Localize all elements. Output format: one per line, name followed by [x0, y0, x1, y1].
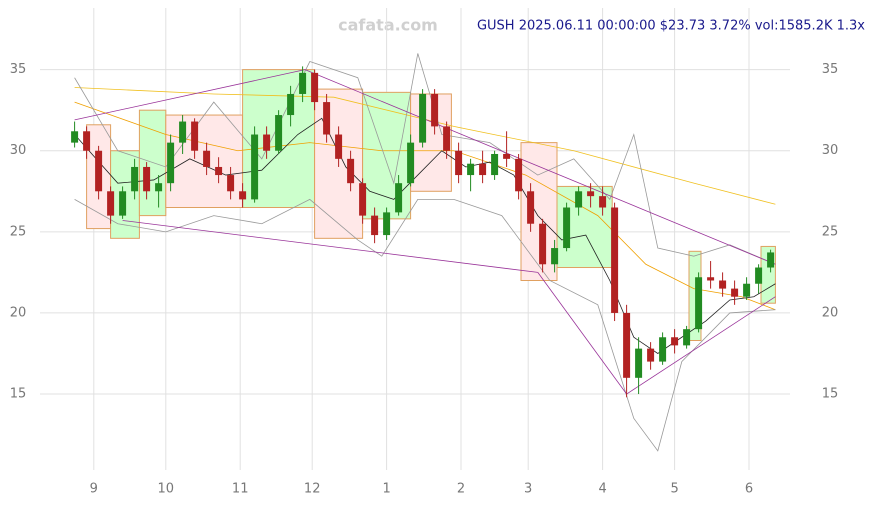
y-tick-label: 35: [10, 62, 27, 77]
indicator-line: [74, 87, 776, 205]
y-tick-label: 35: [822, 62, 839, 77]
x-tick-label: 10: [158, 482, 175, 497]
x-tick-label: 12: [304, 482, 321, 497]
x-tick-label: 5: [670, 482, 678, 497]
x-tick-label: 4: [598, 482, 606, 497]
candle-body: [455, 150, 463, 176]
candle-body: [611, 207, 619, 313]
candle-body: [419, 93, 427, 143]
candle-body: [107, 191, 115, 216]
candle-body: [563, 207, 571, 249]
y-tick-label: 25: [822, 224, 839, 239]
candle-body: [503, 153, 511, 159]
candle-body: [599, 196, 607, 208]
indicator-line: [74, 53, 776, 265]
candle-body: [587, 191, 595, 197]
watermark: cafata.com: [338, 16, 438, 35]
candle-body: [335, 134, 343, 159]
candle-body: [311, 72, 319, 103]
candle-body: [527, 191, 535, 224]
candle-body: [323, 102, 331, 135]
candle-body: [167, 142, 175, 184]
x-tick-label: 9: [90, 482, 98, 497]
candle-body: [95, 150, 103, 192]
candle-body: [203, 150, 211, 167]
candle-body: [407, 142, 415, 184]
y-tick-label: 30: [10, 143, 27, 158]
candle-body: [395, 183, 403, 213]
trend-line: [122, 220, 538, 273]
candle-body: [251, 134, 259, 200]
y-tick-label: 25: [10, 224, 27, 239]
candle-body: [731, 288, 739, 297]
candle-body: [695, 277, 703, 330]
candle-body: [215, 166, 223, 176]
candle-body: [623, 312, 631, 378]
trend-line: [304, 69, 776, 265]
candle-body: [275, 115, 283, 151]
indicator-line: [74, 198, 776, 452]
y-tick-label: 20: [10, 305, 27, 320]
candle-body: [263, 134, 271, 151]
candle-body: [719, 280, 727, 289]
candle-body: [359, 183, 367, 216]
candle-body: [767, 252, 775, 268]
candle-body: [479, 163, 487, 176]
candle-body: [551, 248, 559, 265]
trend-line: [626, 296, 776, 395]
candle-body: [239, 191, 247, 200]
x-tick-label: 6: [745, 482, 753, 497]
x-tick-label: 2: [457, 482, 465, 497]
candle-body: [371, 215, 379, 236]
candle-body: [467, 163, 475, 176]
candle-body: [119, 191, 127, 216]
x-tick-label: 3: [524, 482, 532, 497]
candle-body: [575, 191, 583, 208]
candle-body: [431, 93, 439, 127]
range-box: [520, 142, 558, 281]
candle-body: [347, 158, 355, 184]
candle-body: [491, 153, 499, 176]
y-tick-label: 15: [10, 387, 27, 402]
candle-body: [191, 121, 199, 151]
y-tick-label: 15: [822, 387, 839, 402]
candle-body: [707, 277, 715, 281]
chart-title: GUSH 2025.06.11 00:00:00 $23.73 3.72% vo…: [477, 19, 865, 34]
candle-body: [635, 348, 643, 378]
candle-body: [659, 337, 667, 362]
candle-body: [287, 93, 295, 116]
candle-body: [71, 131, 79, 143]
candle-body: [539, 223, 547, 265]
y-tick-label: 30: [822, 143, 839, 158]
x-tick-label: 11: [232, 482, 249, 497]
candle-body: [143, 166, 151, 192]
trend-line: [537, 272, 627, 395]
candle-body: [743, 283, 751, 297]
candle-body: [155, 183, 163, 192]
candle-body: [83, 131, 91, 151]
candle-body: [647, 348, 655, 362]
candle-body: [383, 212, 391, 236]
candle-body: [755, 267, 763, 284]
candle-body: [299, 72, 307, 94]
candle-body: [179, 121, 187, 143]
candle-body: [227, 175, 235, 192]
range-box: [362, 91, 412, 220]
candle-body: [443, 126, 451, 151]
candle-body: [683, 329, 691, 346]
trend-line: [74, 69, 306, 121]
candle-body: [671, 337, 679, 346]
x-tick-label: 1: [382, 482, 390, 497]
y-tick-label: 20: [822, 305, 839, 320]
candle-body: [131, 166, 139, 192]
candle-body: [515, 158, 523, 192]
